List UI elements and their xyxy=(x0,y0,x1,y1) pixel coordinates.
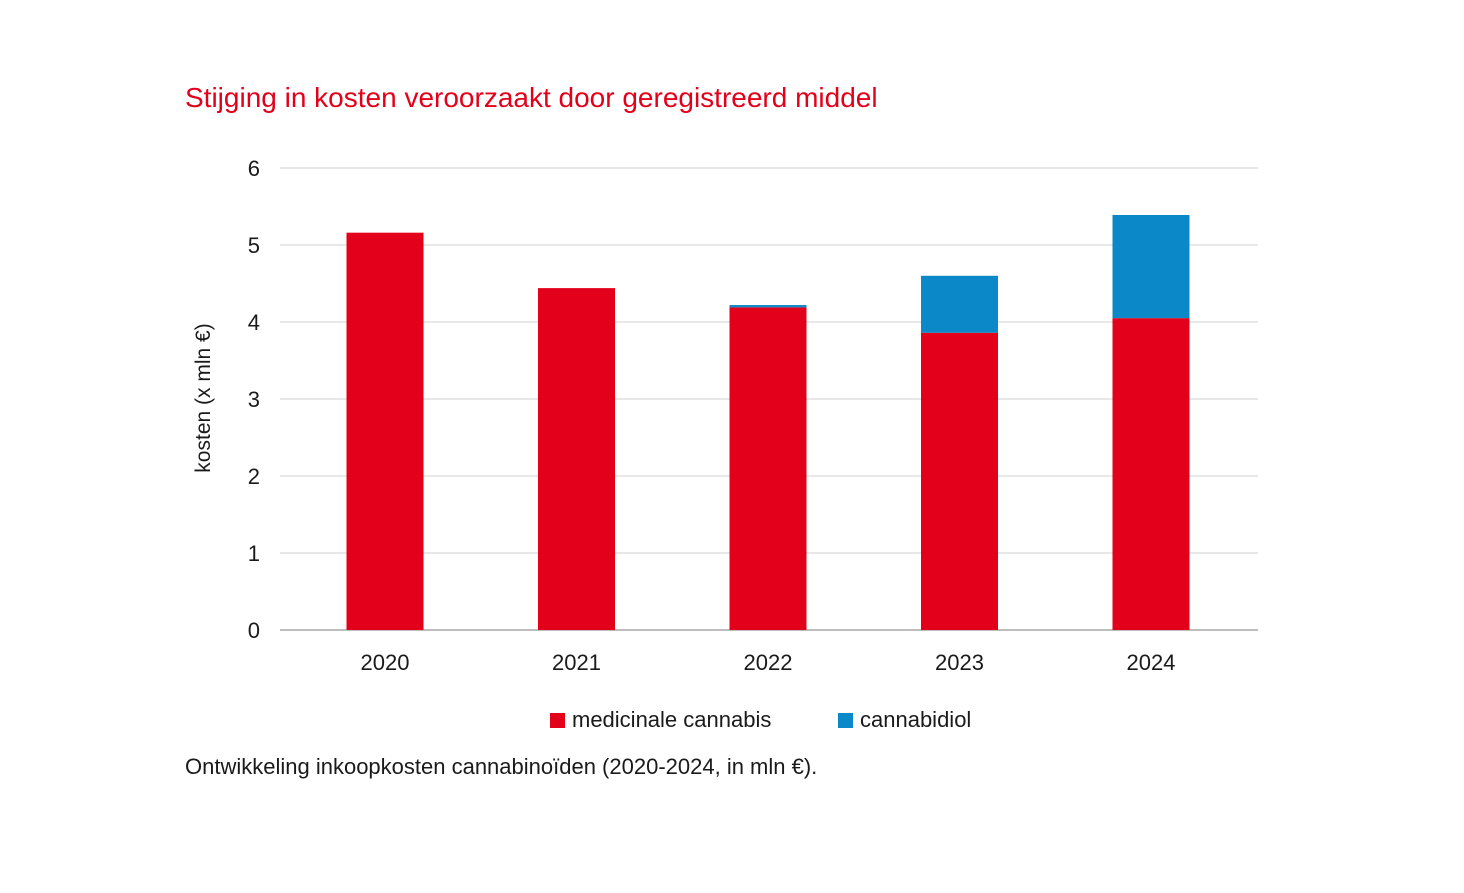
y-tick-label: 1 xyxy=(248,541,260,566)
chart-title: Stijging in kosten veroorzaakt door gere… xyxy=(185,82,878,113)
legend-swatch-cannabidiol xyxy=(838,713,853,728)
x-tick-label: 2023 xyxy=(935,650,984,675)
legend-label: medicinale cannabis xyxy=(572,707,771,732)
bar-medicinale-cannabis-2021 xyxy=(538,288,615,630)
x-tick-label: 2024 xyxy=(1127,650,1176,675)
x-tick-label: 2021 xyxy=(552,650,601,675)
x-tick-label: 2022 xyxy=(744,650,793,675)
y-tick-label: 0 xyxy=(248,618,260,643)
bar-cannabidiol-2022 xyxy=(729,305,807,308)
y-tick-label: 6 xyxy=(248,156,260,181)
bar-medicinale-cannabis-2022 xyxy=(729,307,807,630)
legend: medicinale cannabis cannabidiol xyxy=(550,707,971,732)
bar-medicinale-cannabis-2020 xyxy=(346,232,424,630)
bar-medicinale-cannabis-2023 xyxy=(921,332,998,630)
y-tick-labels: 0 1 2 3 4 5 6 xyxy=(248,156,260,643)
bar-medicinale-cannabis-2024 xyxy=(1112,318,1190,630)
bar-cannabidiol-2023 xyxy=(921,275,998,333)
chart-caption: Ontwikkeling inkoopkosten cannabinoïden … xyxy=(185,754,818,779)
y-tick-label: 2 xyxy=(248,464,260,489)
y-tick-label: 3 xyxy=(248,387,260,412)
x-tick-labels: 2020 2021 2022 2023 2024 xyxy=(361,650,1176,675)
y-tick-label: 5 xyxy=(248,233,260,258)
legend-swatch-medicinale-cannabis xyxy=(550,713,565,728)
legend-label: cannabidiol xyxy=(860,707,971,732)
bar-cannabidiol-2024 xyxy=(1112,214,1190,319)
bars xyxy=(346,214,1190,630)
y-tick-label: 4 xyxy=(248,310,260,335)
x-tick-label: 2020 xyxy=(361,650,410,675)
y-axis-label: kosten (x mln €) xyxy=(192,323,215,472)
